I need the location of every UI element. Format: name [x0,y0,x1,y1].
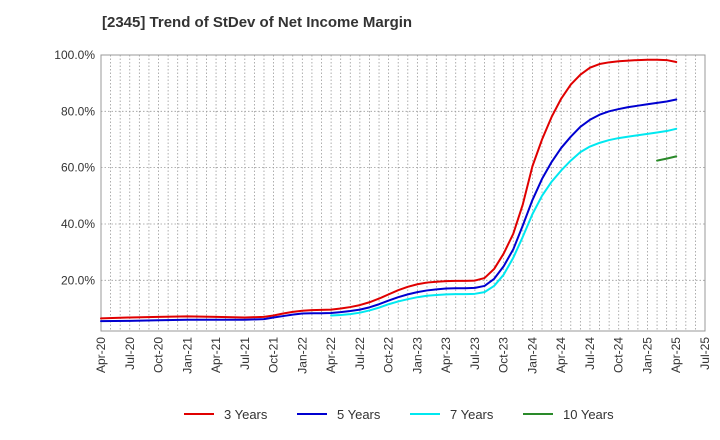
legend-label: 5 Years [337,407,381,422]
series-layer [100,58,678,323]
x-tick-label: Oct-21 [267,337,281,373]
grid [100,54,706,331]
series-line-4 [656,155,678,162]
y-tick-label: 60.0% [61,161,95,175]
x-tick-label: Apr-21 [209,337,223,373]
x-tick-label: Jul-22 [353,337,367,370]
x-tick-label: Apr-25 [669,337,683,373]
y-tick-label: 80.0% [61,104,95,118]
plot-frame [100,54,706,332]
x-tick-label: Jan-24 [525,337,539,374]
x-tick-label: Jul-25 [698,337,712,370]
x-tick-label: Jan-21 [180,337,194,374]
x-axis-ticks: Apr-20 Jul-20 Oct-20 Jan-21 Apr-21 Jul-21 Oct-… [94,337,712,374]
y-tick-label: 100.0% [54,48,95,62]
x-tick-label: Jan-25 [640,337,654,374]
x-tick-label: Apr-20 [94,337,108,373]
series-line-2 [100,98,678,323]
x-tick-label: Jul-24 [583,337,597,370]
legend-label: 3 Years [224,407,268,422]
x-tick-label: Jan-22 [295,337,309,374]
y-axis-ticks: 20.0% 40.0% 60.0% 80.0% 100.0% [54,48,95,287]
legend: 3 Years 5 Years 7 Years 10 Years [184,407,614,422]
x-tick-label: Apr-24 [554,337,568,373]
x-tick-label: Jul-21 [238,337,252,370]
x-tick-label: Apr-23 [439,337,453,373]
x-tick-label: Jul-20 [123,337,137,370]
legend-label: 7 Years [450,407,494,422]
x-tick-label: Oct-22 [382,337,396,373]
y-tick-label: 20.0% [61,273,95,287]
chart-title: [2345] Trend of StDev of Net Income Marg… [102,14,413,31]
legend-label: 10 Years [563,407,614,422]
x-tick-label: Jan-23 [410,337,424,374]
x-tick-label: Oct-20 [152,337,166,373]
y-tick-label: 40.0% [61,217,95,231]
x-tick-label: Apr-22 [324,337,338,373]
x-tick-label: Oct-23 [497,337,511,373]
series-line-1 [100,58,678,320]
x-tick-label: Oct-24 [612,337,626,373]
series-line-3 [330,127,678,317]
x-tick-label: Jul-23 [468,337,482,370]
